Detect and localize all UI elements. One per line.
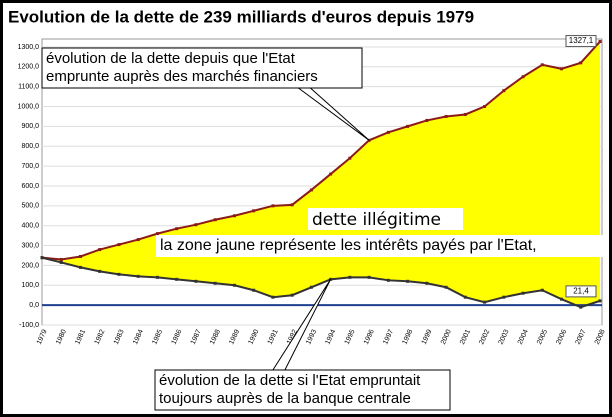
series-line	[41, 256, 601, 309]
point	[78, 265, 82, 269]
point	[483, 300, 487, 304]
point	[540, 63, 544, 67]
point	[502, 89, 506, 93]
point	[78, 254, 82, 258]
point	[463, 112, 467, 116]
point	[521, 291, 525, 295]
callout-box	[154, 369, 451, 411]
point	[502, 295, 506, 299]
point	[290, 293, 294, 297]
callout-text: évolution de la dette depuis que l'Etat	[46, 50, 296, 67]
annotation: la zone jaune représente les intérêts pa…	[160, 237, 537, 254]
point	[252, 288, 256, 292]
point	[598, 299, 602, 303]
callout: évolution de la dette si l'Etat emprunta…	[154, 279, 451, 411]
value-label: 1327,1	[569, 36, 594, 45]
y-tick-label: 700,0	[21, 163, 39, 170]
value-label: 21,4	[573, 286, 589, 295]
y-tick-label: 800,0	[21, 143, 39, 150]
y-tick-label: 200,0	[21, 262, 39, 269]
point	[406, 279, 410, 283]
point	[136, 274, 140, 278]
point	[540, 288, 544, 292]
y-tick-label: 900,0	[21, 123, 39, 130]
point	[98, 269, 102, 273]
point	[444, 285, 448, 289]
callout-text: évolution de la dette si l'Etat emprunta…	[159, 372, 421, 389]
series-line	[41, 40, 601, 261]
point	[406, 124, 410, 128]
y-tick-label: 1000,0	[18, 103, 40, 110]
y-tick-label: 100,0	[21, 282, 39, 289]
point	[367, 275, 371, 279]
point	[175, 227, 179, 231]
chart-title: Evolution de la dette de 239 milliards d…	[8, 7, 474, 26]
callout: évolution de la dette depuis que l'Etate…	[41, 47, 370, 141]
point	[98, 248, 102, 252]
value-label-box: 21,4	[565, 285, 597, 298]
point	[194, 223, 198, 227]
point	[252, 209, 256, 213]
point	[444, 114, 448, 118]
callout-text: toujours auprès de la banque centrale	[159, 390, 411, 407]
point	[175, 277, 179, 281]
point	[329, 172, 333, 176]
y-tick-label: 0,0	[29, 302, 39, 309]
point	[40, 256, 44, 260]
point	[232, 214, 236, 218]
point	[309, 188, 313, 192]
point	[155, 232, 159, 236]
point	[483, 105, 487, 109]
point	[117, 272, 121, 276]
point	[271, 204, 275, 208]
y-tick-label: 1300,0	[18, 44, 40, 51]
point	[348, 156, 352, 160]
y-tick-label: 1200,0	[18, 64, 40, 71]
point	[521, 75, 525, 79]
value-label-bg	[565, 35, 597, 48]
callout-box	[41, 47, 363, 89]
point	[598, 40, 602, 44]
point	[425, 281, 429, 285]
callout-text: emprunte auprès des marchés financiers	[46, 68, 318, 85]
y-tick-label: 400,0	[21, 223, 39, 230]
annotation: dette illégitime	[312, 210, 441, 230]
point	[213, 218, 217, 222]
point	[155, 275, 159, 279]
point	[579, 61, 583, 65]
value-label-bg	[565, 285, 597, 298]
point	[386, 130, 390, 134]
value-label-box: 1327,1	[565, 35, 597, 48]
annotation-bg	[156, 235, 608, 257]
point	[232, 283, 236, 287]
point	[309, 285, 313, 289]
point	[386, 278, 390, 282]
point	[579, 305, 583, 309]
y-tick-label: 500,0	[21, 203, 39, 210]
annotation-bg	[308, 208, 463, 230]
y-tick-label: 600,0	[21, 183, 39, 190]
point	[194, 279, 198, 283]
point	[425, 118, 429, 122]
point	[213, 281, 217, 285]
point	[59, 257, 63, 261]
point	[463, 295, 467, 299]
point	[136, 238, 140, 242]
point	[290, 203, 294, 207]
y-tick-label: 1100,0	[18, 84, 39, 91]
point	[348, 275, 352, 279]
y-tick-label: -100,0	[19, 322, 39, 329]
point	[560, 67, 564, 71]
point	[560, 297, 564, 301]
y-tick-label: 300,0	[21, 242, 39, 249]
point	[59, 260, 63, 264]
point	[271, 295, 275, 299]
point	[117, 243, 121, 247]
